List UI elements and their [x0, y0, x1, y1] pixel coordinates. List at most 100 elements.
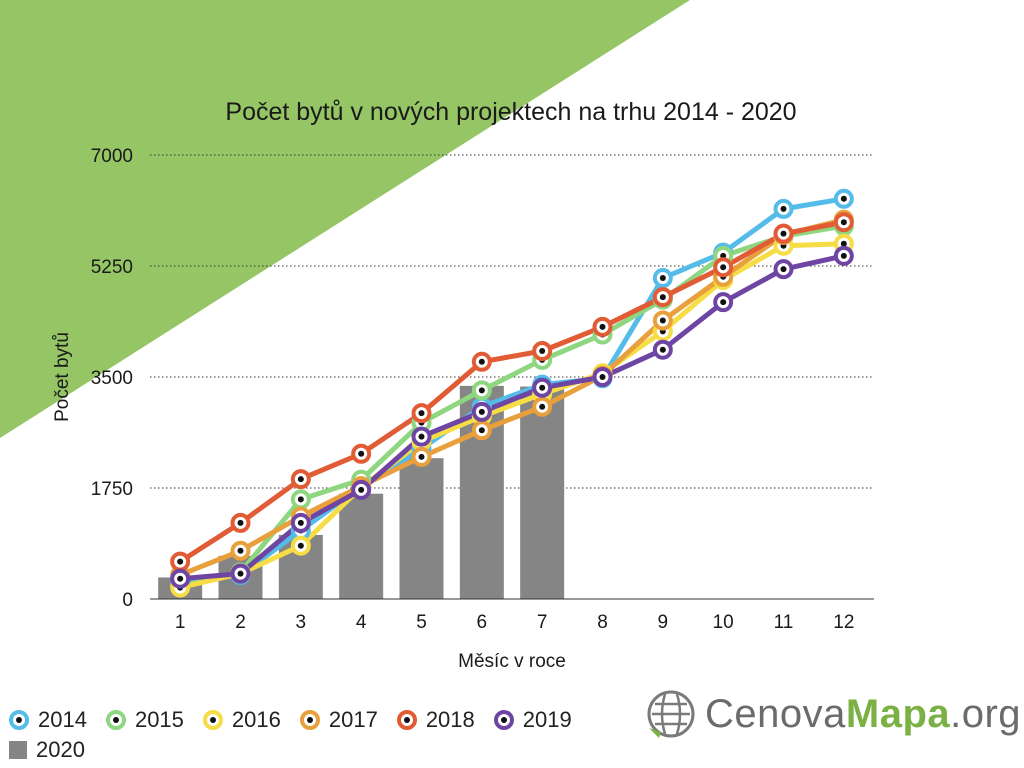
- point-2016-m3: [290, 535, 311, 556]
- point-2019-m6: [471, 401, 492, 422]
- logo-part-org: .org: [950, 691, 1022, 736]
- point-2018-m1: [170, 551, 191, 572]
- legend-swatch: [9, 741, 27, 759]
- point-2019-m3: [290, 512, 311, 533]
- y-tick-label: 3500: [91, 368, 133, 389]
- point-2019-m12: [833, 245, 854, 266]
- x-tick-label: 1: [175, 612, 186, 633]
- legend-label: 2014: [38, 707, 87, 732]
- legend-item-2017: 2017: [299, 707, 378, 733]
- legend-item-2020: 2020: [8, 737, 85, 763]
- bar-2020-m4: [339, 493, 384, 599]
- point-2018-m2: [230, 512, 251, 533]
- point-center: [539, 403, 546, 410]
- point-2018-m5: [411, 403, 432, 424]
- x-tick-label: 8: [597, 612, 608, 633]
- legend-item-2014: 2014: [8, 707, 87, 733]
- point-center: [840, 219, 847, 226]
- point-center: [297, 476, 304, 483]
- legend-row-lines: 2014 2015 2016 2017 2018 2019: [8, 705, 590, 735]
- point-center: [478, 427, 485, 434]
- point-2018-m3: [290, 469, 311, 490]
- point-center: [237, 570, 244, 577]
- legend-swatch: [9, 710, 29, 730]
- x-tick-label: 5: [416, 612, 427, 633]
- logo-part-cenova: Cenova: [705, 691, 846, 736]
- point-center: [177, 575, 184, 582]
- point-center: [177, 558, 184, 565]
- point-2014-m12: [833, 188, 854, 209]
- point-2019-m8: [592, 367, 613, 387]
- point-2018-m9: [652, 287, 673, 308]
- legend-marker-center: [306, 717, 313, 723]
- point-2018-m10: [713, 257, 734, 278]
- logo-part-mapa: Mapa: [845, 691, 951, 736]
- point-2017-m6: [471, 420, 492, 441]
- point-center: [720, 299, 727, 306]
- point-center: [659, 294, 666, 301]
- point-center: [780, 205, 787, 212]
- point-2018-m11: [773, 223, 794, 244]
- legend-label: 2018: [425, 707, 475, 732]
- y-tick-label: 0: [122, 590, 133, 611]
- point-center: [478, 358, 485, 365]
- point-2017-m2: [230, 540, 251, 561]
- point-2017-m5: [411, 446, 432, 467]
- point-2018-m7: [532, 340, 553, 361]
- x-tick-label: 6: [477, 612, 488, 633]
- point-center: [780, 266, 787, 273]
- grid-layer: [150, 154, 874, 489]
- point-2019-m5: [411, 426, 432, 447]
- point-2019-m11: [773, 259, 794, 280]
- point-2017-m9: [652, 310, 673, 331]
- legend-swatch: [396, 710, 417, 730]
- x-tick-label: 9: [658, 612, 669, 633]
- point-2014-m9: [652, 268, 673, 289]
- x-tick-label: 2: [235, 612, 246, 633]
- legend-row-bars: 2020: [8, 735, 590, 765]
- legend-marker-center: [209, 717, 216, 723]
- x-tick-label: 3: [296, 612, 307, 633]
- y-tick-label: 7000: [91, 146, 133, 167]
- legend-label: 2019: [522, 707, 572, 732]
- point-center: [840, 195, 847, 202]
- series-line-2019: [177, 253, 847, 582]
- point-center: [599, 374, 606, 380]
- point-2014-m11: [773, 198, 794, 219]
- x-tick-label: 10: [713, 612, 734, 633]
- point-center: [237, 547, 244, 554]
- point-2019-m10: [713, 292, 734, 313]
- point-center: [599, 323, 606, 330]
- legend-marker-center: [500, 717, 507, 723]
- point-center: [840, 252, 847, 259]
- point-2019-m9: [652, 339, 673, 360]
- y-tick-label: 1750: [91, 479, 133, 500]
- point-2019-m1: [170, 568, 191, 589]
- series-line-2017: [177, 217, 847, 578]
- legend-swatch: [202, 710, 223, 730]
- y-axis-title: Počet bytů: [52, 332, 73, 422]
- bar-2020-m7: [520, 386, 565, 599]
- legend-label: 2016: [231, 707, 281, 732]
- point-2018-m8: [592, 316, 613, 337]
- point-2018-m12: [833, 212, 854, 233]
- lines-layer: [177, 196, 847, 591]
- point-center: [720, 264, 727, 271]
- point-2017-m7: [532, 396, 553, 417]
- x-tick-label: 11: [774, 612, 794, 633]
- legend-marker-center: [112, 717, 119, 723]
- point-center: [418, 433, 425, 440]
- chart-title: Počet bytů v nových projektech na trhu 2…: [225, 98, 797, 126]
- point-center: [358, 450, 365, 457]
- point-center: [539, 384, 546, 391]
- bars-layer: [158, 385, 565, 599]
- point-2019-m2: [230, 563, 251, 584]
- legend-label: 2020: [36, 737, 85, 762]
- bar-2020-m5: [399, 458, 444, 599]
- point-center: [840, 240, 847, 247]
- legend-marker-center: [403, 717, 410, 723]
- logo-text: CenovaMapa.org: [705, 692, 1021, 737]
- legend-swatch: [105, 710, 126, 730]
